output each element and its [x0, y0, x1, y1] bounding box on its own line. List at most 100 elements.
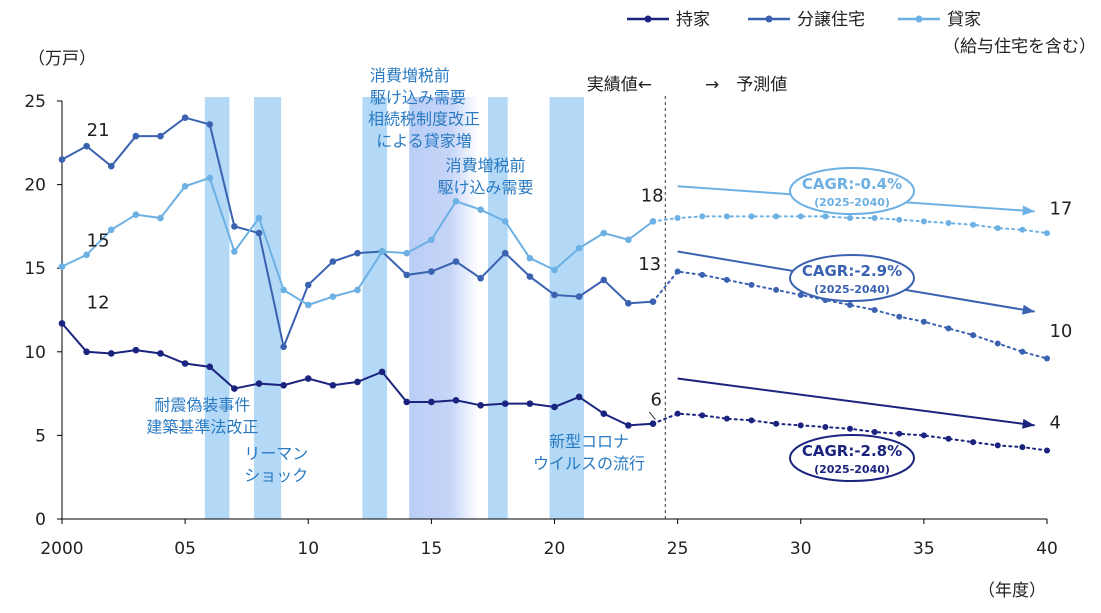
series-1-forecast-line — [652, 270, 1048, 360]
series-1-point — [181, 114, 189, 122]
trend-arrowhead-0 — [1022, 418, 1035, 429]
series-0-point — [181, 360, 189, 367]
series-1-point — [58, 156, 66, 163]
series-1-point — [575, 293, 583, 300]
series-1-forecast-point — [1044, 355, 1050, 362]
data-label-4: 4 — [1049, 413, 1060, 434]
annotation-0-line-1: 建築基準法改正 — [146, 417, 258, 436]
series-1-forecast-point — [896, 313, 903, 320]
legend-marker-1 — [765, 15, 773, 23]
y-tick-label: 5 — [35, 426, 46, 446]
series-2-forecast-point — [994, 225, 1001, 232]
series-2-point — [649, 218, 657, 225]
series-0-forecast-point — [1044, 447, 1050, 454]
series-2-forecast-point — [797, 213, 804, 220]
series-1-point — [132, 132, 140, 140]
annotations: 耐震偽装事件建築基準法改正リーマンショック消費増税前駆け込み需要相続税制度改正に… — [146, 66, 645, 485]
series-2-forecast-point — [847, 215, 853, 222]
series-2-forecast-point — [871, 215, 878, 222]
series-1-point — [551, 291, 558, 299]
cagr-period-0: (2025-2040) — [814, 463, 890, 476]
series-1-point — [477, 274, 484, 282]
series-2-forecast-point — [1019, 226, 1026, 233]
series-2-forecast-point — [896, 216, 903, 223]
series-1-point — [452, 258, 460, 265]
trend-arrowhead-1 — [1022, 304, 1035, 315]
series-0-forecast-point — [773, 420, 780, 427]
event-band-2 — [362, 97, 388, 519]
data-label-21: 21 — [87, 120, 110, 141]
series-0-forecast-point — [822, 424, 829, 431]
series-2-forecast-point — [822, 213, 829, 220]
x-ticks: 2000 05 10 15 20 25 30 35 40 — [40, 519, 1058, 559]
series-0-point — [58, 320, 66, 327]
data-label-18: 18 — [641, 185, 664, 206]
series-2-forecast-point — [723, 213, 730, 220]
series-0-forecast-point — [748, 417, 755, 424]
series-0-point — [428, 398, 435, 406]
series-2-point — [58, 263, 66, 270]
y-tick-label: 25 — [24, 92, 46, 112]
cagr-ellipse-1 — [789, 254, 915, 302]
y-tick-label: 20 — [24, 176, 46, 196]
series-0-forecast-point — [1019, 444, 1026, 451]
series-1-point — [280, 343, 287, 351]
series-2-point — [600, 229, 608, 237]
series-1-point — [107, 162, 115, 170]
series-2-point — [354, 286, 361, 294]
series-1-point — [255, 229, 263, 237]
series-0-point — [107, 350, 115, 357]
series-1-point — [206, 121, 214, 128]
series-lines — [58, 114, 1050, 454]
series-2-forecast-point — [748, 213, 755, 220]
event-band-4 — [488, 97, 508, 519]
series-2-forecast-point — [945, 220, 952, 227]
series-2-point — [329, 293, 337, 300]
y-tick-label: 10 — [24, 343, 46, 363]
event-band-3 — [409, 97, 479, 519]
series-0-point — [206, 363, 214, 371]
series-0-forecast-point — [871, 429, 878, 436]
series-2-point — [625, 236, 632, 244]
y-tick-label: 0 — [35, 510, 46, 530]
series-1-forecast-point — [699, 271, 706, 278]
series-1-forecast-point — [945, 325, 952, 332]
event-bands — [204, 97, 585, 519]
series-1-point — [83, 142, 90, 150]
series-2-point — [181, 182, 189, 190]
series-0-point — [600, 410, 608, 417]
x-tick-label: 40 — [1036, 539, 1058, 559]
event-band-0 — [204, 97, 230, 519]
series-2-point — [378, 248, 386, 255]
series-1-forecast-point — [871, 307, 878, 313]
series-2-point — [280, 286, 287, 294]
series-2-point — [206, 174, 214, 182]
cagr-text-1: CAGR:-2.9% — [802, 262, 902, 280]
series-0-point — [575, 393, 583, 401]
series-0-forecast-point — [797, 422, 804, 429]
series-2-point — [107, 226, 115, 234]
annotation-3-line-0: 相続税制度改正 — [368, 109, 480, 128]
series-2-point — [526, 254, 534, 262]
trend-line-0 — [677, 377, 1035, 427]
legend-label-1: 分譲住宅 — [797, 10, 865, 30]
series-2-point — [304, 301, 312, 309]
x-tick-label: 30 — [790, 539, 812, 559]
legend: 持家 分譲住宅 貸家 （給与住宅を含む） — [627, 10, 1096, 57]
annotation-5-line-0: 新型コロナ — [549, 432, 629, 451]
series-2-point — [255, 214, 263, 222]
series-0-forecast-point — [847, 425, 853, 432]
series-0-point — [304, 375, 312, 382]
series-0-point — [625, 422, 632, 429]
series-1-point — [649, 298, 657, 305]
series-0-point — [132, 346, 140, 354]
series-2-point — [501, 218, 509, 225]
series-0-point — [477, 402, 484, 409]
series-2-point — [551, 266, 558, 274]
data-label-12: 12 — [87, 292, 110, 313]
series-2-point — [575, 244, 583, 252]
legend-marker-2 — [915, 15, 923, 23]
series-0-point — [649, 420, 657, 427]
series-2-point — [477, 206, 484, 213]
series-0-forecast-point — [945, 435, 952, 442]
